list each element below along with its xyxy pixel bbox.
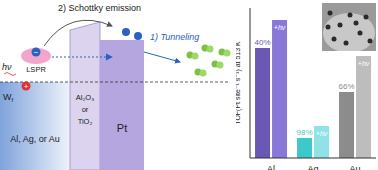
svg-text:Al, Ag, or Au: Al, Ag, or Au	[10, 134, 60, 144]
svg-text:−: −	[34, 48, 39, 57]
svg-text:98%: 98%	[297, 128, 313, 137]
svg-text:66%: 66%	[339, 82, 355, 91]
svg-text:Al: Al	[267, 164, 275, 170]
svg-text:Au: Au	[349, 164, 360, 170]
svg-text:+: +	[24, 82, 29, 91]
svg-text:Ag: Ag	[307, 164, 318, 170]
svg-text:LSPR: LSPR	[26, 65, 46, 74]
svg-text:+hν: +hν	[274, 24, 286, 31]
svg-text:2) Schottky emission: 2) Schottky emission	[58, 3, 141, 13]
svg-text:1) Tunneling: 1) Tunneling	[150, 32, 199, 42]
svg-text:Pt: Pt	[117, 122, 127, 134]
svg-text:Al₂O₃: Al₂O₃	[76, 93, 94, 102]
svg-text:or: or	[82, 105, 89, 114]
svg-text:+hν: +hν	[316, 130, 328, 137]
svg-text:hν: hν	[2, 62, 12, 72]
svg-text:TOF(Pt site⁻¹ s⁻¹) at 513 K: TOF(Pt site⁻¹ s⁻¹) at 513 K	[236, 41, 242, 125]
svg-text:Wf: Wf	[3, 92, 14, 103]
svg-text:+hν: +hν	[358, 60, 370, 67]
svg-text:TiO₂: TiO₂	[78, 117, 93, 126]
svg-text:40%: 40%	[255, 38, 271, 47]
